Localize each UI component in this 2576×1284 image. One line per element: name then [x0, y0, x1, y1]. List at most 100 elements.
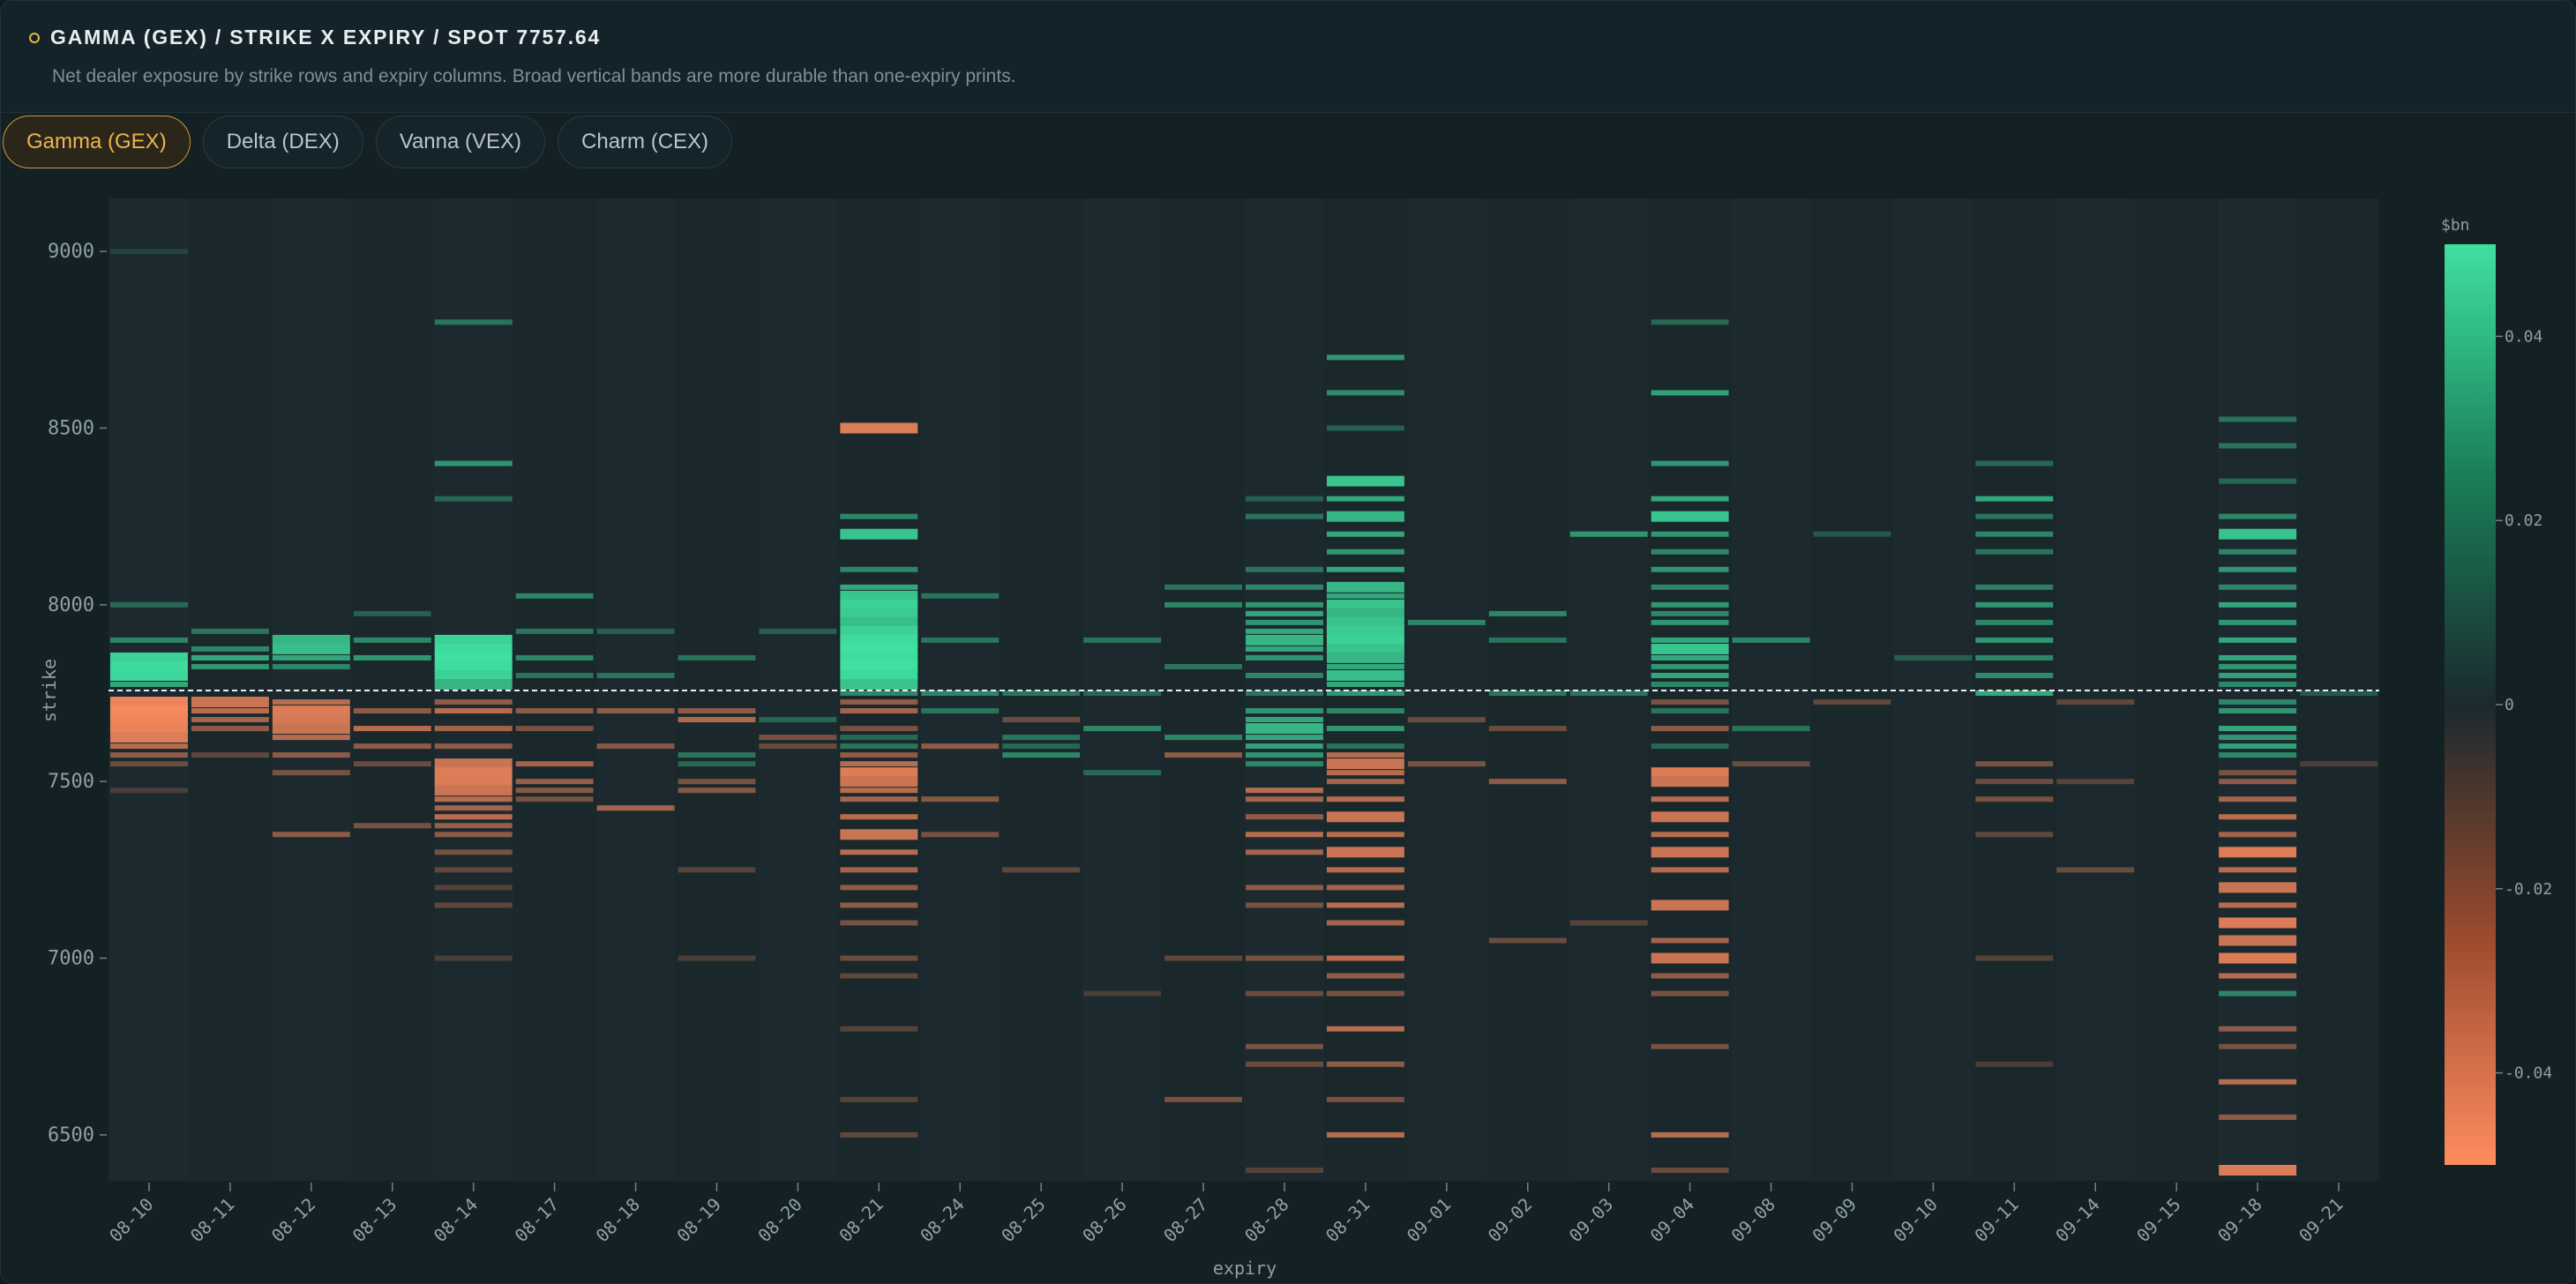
- heatmap-cell: [596, 805, 675, 811]
- heatmap-cell: [515, 796, 594, 802]
- heatmap-cell: [1326, 669, 1404, 681]
- heatmap-cell: [2219, 619, 2297, 625]
- heatmap-cell: [110, 249, 188, 255]
- heatmap-cell: [1002, 752, 1081, 758]
- x-tick-label: 09-04: [1646, 1194, 1699, 1247]
- heatmap-cell: [1488, 726, 1567, 732]
- heatmap-cell: [1246, 1061, 1323, 1067]
- heatmap-cell: [2219, 743, 2297, 750]
- heatmap-cell: [1326, 1131, 1404, 1138]
- heatmap-cell: [2056, 867, 2135, 873]
- x-tick-label: 09-14: [2051, 1194, 2104, 1247]
- heatmap-cell: [2219, 935, 2297, 946]
- x-tick-label: 08-25: [997, 1194, 1050, 1247]
- heatmap-cell: [840, 669, 918, 681]
- colorbar-tick-label: -0.04: [2505, 1064, 2552, 1083]
- heatmap-cell: [110, 681, 188, 687]
- expiry-column: [677, 198, 757, 1181]
- heatmap-cell: [921, 691, 1000, 697]
- heatmap-cell: [1651, 900, 1729, 911]
- heatmap-cell: [2219, 1114, 2297, 1120]
- x-tick-label: 08-10: [105, 1194, 158, 1247]
- heatmap-cell: [840, 528, 918, 540]
- heatmap-cell: [1246, 584, 1323, 590]
- heatmap-cell: [1975, 584, 2054, 590]
- heatmap-cell: [1975, 637, 2054, 643]
- colorbar-tick-label: 0.02: [2505, 511, 2542, 530]
- heatmap-cell: [678, 867, 756, 873]
- heatmap-cell: [840, 761, 918, 767]
- x-tick-label: 08-27: [1159, 1194, 1212, 1247]
- heatmap-cell: [515, 628, 594, 634]
- tab-gamma[interactable]: Gamma (GEX): [3, 116, 191, 168]
- heatmap-cell: [678, 788, 756, 794]
- heatmap-cell: [1651, 390, 1729, 396]
- heatmap-cell: [1326, 643, 1404, 654]
- heatmap-cell: [678, 752, 756, 758]
- heatmap-cell: [2219, 637, 2297, 643]
- heatmap-cell: [515, 672, 594, 678]
- heatmap-cell: [1326, 973, 1404, 979]
- heatmap-cell: [2219, 832, 2297, 838]
- heatmap-cell: [1246, 496, 1323, 502]
- heatmap-cell: [1246, 723, 1323, 735]
- x-tick-label: 09-15: [2132, 1194, 2185, 1247]
- heatmap-cell: [2219, 752, 2297, 758]
- heatmap-cell: [272, 643, 350, 654]
- heatmap-cell: [840, 691, 918, 697]
- expiry-column: [2299, 198, 2378, 1181]
- heatmap-cell: [1326, 758, 1404, 770]
- heatmap-cell: [1569, 920, 1648, 926]
- x-tick-label: 09-01: [1403, 1194, 1456, 1247]
- heatmap-cell: [434, 823, 513, 829]
- heatmap-cell: [1326, 616, 1404, 628]
- heatmap-cell: [1975, 761, 2054, 767]
- heatmap-cell: [434, 708, 513, 714]
- heatmap-cell: [272, 705, 350, 717]
- heatmap-cell: [596, 628, 675, 634]
- heatmap-cell: [1651, 699, 1729, 705]
- heatmap-cell: [110, 637, 188, 643]
- heatmap-cell: [353, 637, 431, 643]
- heatmap-cell: [840, 699, 918, 705]
- heatmap-cell: [272, 699, 350, 705]
- tab-delta[interactable]: Delta (DEX): [202, 116, 363, 168]
- heatmap-cell: [434, 796, 513, 802]
- heatmap-cell: [1326, 811, 1404, 823]
- tab-charm[interactable]: Charm (CEX): [558, 116, 733, 168]
- heatmap-cell: [434, 726, 513, 732]
- heatmap-cell: [1488, 937, 1567, 944]
- heatmap-cell: [2219, 814, 2297, 820]
- heatmap-cell: [272, 654, 350, 661]
- heatmap-cell: [434, 902, 513, 908]
- heatmap-cell: [1326, 390, 1404, 396]
- heatmap-cell: [1651, 511, 1729, 522]
- heatmap-cell: [272, 663, 350, 669]
- heatmap-cell: [1651, 937, 1729, 944]
- x-tick-label: 08-21: [835, 1194, 887, 1247]
- heatmap-cell: [1326, 355, 1404, 361]
- heatmap-cell: [2219, 681, 2297, 687]
- heatmap-cell: [1326, 634, 1404, 646]
- heatmap-cell: [110, 601, 188, 608]
- heatmap-cell: [840, 1096, 918, 1102]
- x-tick-label: 08-28: [1240, 1194, 1293, 1247]
- heatmap-cell: [1246, 634, 1323, 646]
- heatmap-cell: [2219, 902, 2297, 908]
- heatmap-cell: [2219, 416, 2297, 422]
- heatmap-cell: [1083, 637, 1162, 643]
- tab-vanna[interactable]: Vanna (VEX): [375, 116, 546, 168]
- expiry-column: [1487, 198, 1568, 1181]
- x-tick-label: 09-08: [1727, 1194, 1780, 1247]
- heatmap-cell: [678, 779, 756, 785]
- heatmap-cell: [1651, 549, 1729, 555]
- heatmap-cell: [2219, 1043, 2297, 1049]
- x-tick-label: 08-18: [592, 1194, 645, 1247]
- heatmap-cell: [596, 743, 675, 750]
- heatmap-cell: [1975, 531, 2054, 537]
- heatmap-cell: [434, 785, 513, 796]
- x-tick-label: 08-11: [186, 1194, 239, 1247]
- heatmap-cell: [1246, 691, 1323, 697]
- heatmap-cell: [678, 708, 756, 714]
- heatmap-cell: [1246, 1043, 1323, 1049]
